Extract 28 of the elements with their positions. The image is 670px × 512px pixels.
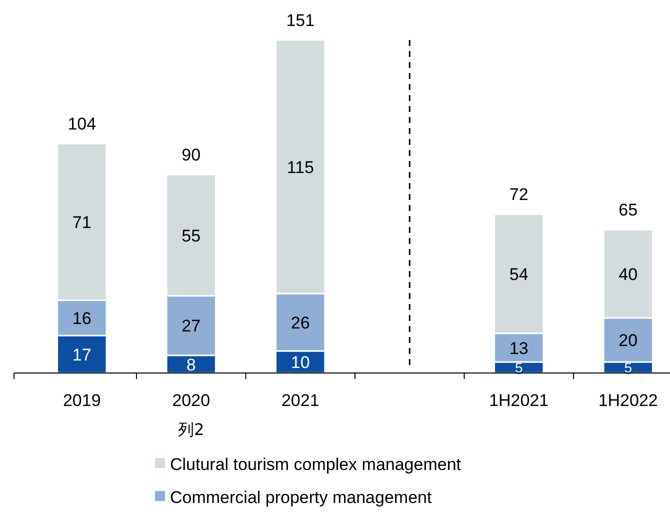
total-label: 90 bbox=[182, 146, 201, 165]
data-label: 8 bbox=[186, 355, 196, 374]
data-label: 16 bbox=[72, 308, 92, 328]
x-tick-label: 2021 bbox=[281, 391, 320, 410]
x-tick-label: 2020 bbox=[172, 391, 210, 410]
data-label: 27 bbox=[182, 316, 201, 336]
x-tick-label: 1H2021 bbox=[489, 391, 549, 410]
legend-label: Commercial property management bbox=[170, 488, 432, 507]
total-label: 65 bbox=[618, 200, 638, 220]
data-label: 10 bbox=[290, 353, 310, 372]
x-tick-label: 2019 bbox=[62, 391, 101, 410]
data-label: 5 bbox=[514, 360, 523, 376]
data-label: 20 bbox=[618, 331, 638, 350]
data-label: 55 bbox=[182, 226, 201, 246]
total-label: 104 bbox=[68, 114, 96, 134]
data-label: 5 bbox=[624, 360, 632, 376]
data-label: 40 bbox=[618, 264, 638, 284]
text: 列2 bbox=[178, 420, 204, 439]
x-tick-label: 1H2022 bbox=[598, 391, 658, 410]
data-label: 13 bbox=[509, 338, 528, 358]
data-label: 54 bbox=[509, 264, 528, 284]
total-label: 72 bbox=[509, 185, 528, 204]
data-label: 17 bbox=[72, 345, 92, 364]
data-label: 115 bbox=[286, 158, 314, 177]
data-label: 26 bbox=[290, 313, 310, 332]
legend-label: Clutural tourism complex management bbox=[170, 455, 462, 474]
data-label: 71 bbox=[72, 213, 92, 232]
total-label: 151 bbox=[286, 11, 315, 30]
